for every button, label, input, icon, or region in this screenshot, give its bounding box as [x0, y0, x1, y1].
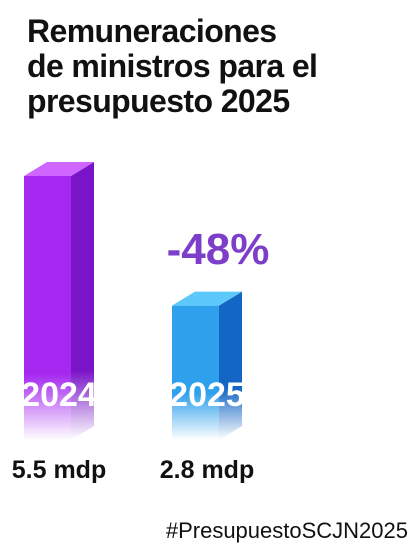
bar-2025-top — [172, 291, 242, 306]
title-line-3: presupuesto 2025 — [27, 83, 290, 119]
bar-2025 — [172, 305, 219, 440]
category-label-2024: 2024 — [21, 376, 97, 414]
chart-title: Remuneraciones de ministros para el pres… — [27, 14, 407, 119]
title-line-1: Remuneraciones — [27, 13, 277, 49]
value-label-2024: 5.5 mdp — [12, 456, 106, 484]
hashtag: #PresupuestoSCJN2025 — [165, 518, 408, 543]
bar-2024-side — [71, 162, 94, 440]
change-label: -48% — [167, 225, 270, 274]
bar-2024 — [24, 176, 71, 440]
bar-2024-top — [24, 162, 94, 176]
bar-chart: 2024 5.5 mdp 2025 2.8 mdp -48% — [12, 162, 270, 484]
value-label-2025: 2.8 mdp — [160, 456, 254, 484]
bar-2025-side — [219, 291, 242, 440]
title-line-2: de ministros para el — [27, 48, 318, 84]
category-label-2025: 2025 — [169, 376, 245, 414]
